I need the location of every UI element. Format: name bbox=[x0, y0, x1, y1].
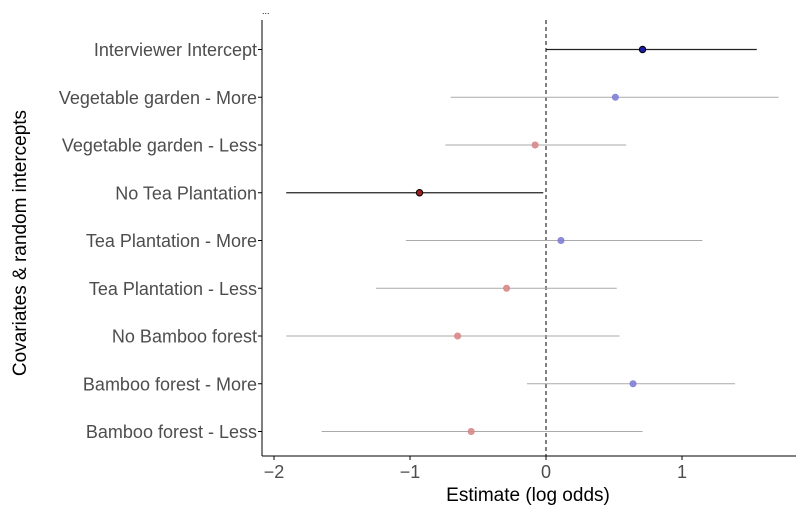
point-interviewer-intercept bbox=[638, 45, 647, 54]
y-label-no-tea-plantation: No Tea Plantation bbox=[115, 183, 257, 203]
point-no-bamboo-forest bbox=[454, 332, 462, 340]
point-bamboo-forest-less bbox=[467, 427, 475, 435]
x-axis: −2 −1 0 1 bbox=[261, 20, 796, 482]
y-label-bamboo-forest-less: Bamboo forest - Less bbox=[86, 422, 257, 442]
x-axis-title: Estimate (log odds) bbox=[446, 485, 610, 506]
y-label-bamboo-forest-more: Bamboo forest - More bbox=[83, 374, 257, 394]
x-tick-label: −1 bbox=[400, 462, 421, 482]
y-axis-labels: Interviewer Intercept Vegetable garden - … bbox=[59, 40, 262, 442]
corner-mark: ... bbox=[262, 6, 270, 16]
y-label-no-bamboo-forest: No Bamboo forest bbox=[112, 327, 257, 347]
point-tea-plantation-less bbox=[503, 284, 511, 292]
y-label-tea-plantation-less: Tea Plantation - Less bbox=[89, 279, 257, 299]
point-vegetable-garden-more bbox=[611, 93, 619, 101]
x-tick-label: −2 bbox=[264, 462, 285, 482]
y-label-vegetable-garden-less: Vegetable garden - Less bbox=[62, 136, 257, 156]
plot-area bbox=[286, 20, 779, 456]
point-tea-plantation-more bbox=[557, 237, 565, 245]
x-tick-label: 1 bbox=[677, 462, 687, 482]
x-tick-label: 0 bbox=[541, 462, 551, 482]
y-axis-title: Covariates & random intercepts bbox=[10, 110, 31, 376]
point-no-tea-plantation bbox=[415, 189, 424, 197]
y-label-tea-plantation-more: Tea Plantation - More bbox=[86, 231, 257, 251]
point-bamboo-forest-more bbox=[629, 380, 637, 388]
point-vegetable-garden-less bbox=[531, 141, 539, 149]
y-label-vegetable-garden-more: Vegetable garden - More bbox=[59, 88, 257, 108]
y-label-interviewer-intercept: Interviewer Intercept bbox=[94, 40, 257, 60]
